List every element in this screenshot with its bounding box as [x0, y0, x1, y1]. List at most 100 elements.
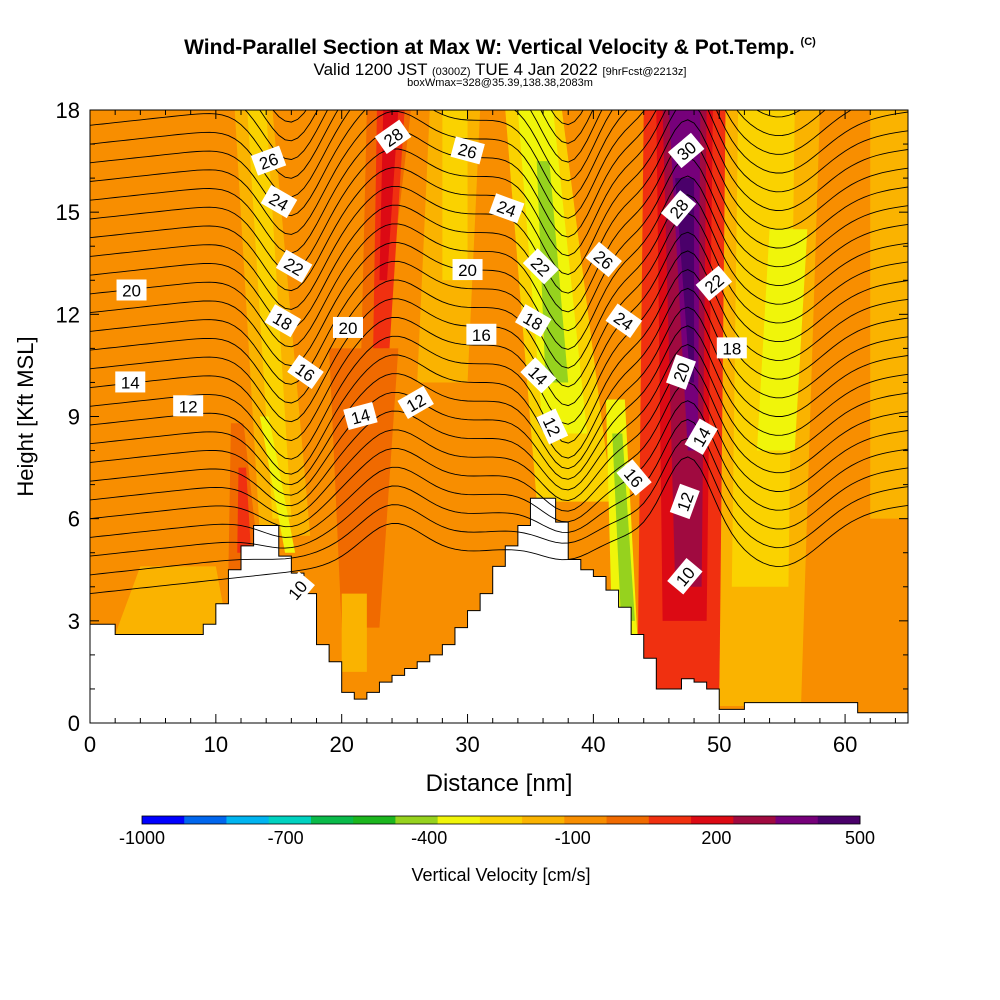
theta-label-bg	[116, 279, 147, 301]
theta-label-text: 14	[349, 405, 372, 428]
colorbar-tick-label: -1000	[119, 828, 165, 848]
y-tick-label: 9	[68, 405, 80, 430]
colorbar-swatch	[142, 816, 185, 824]
theta-label: 24	[489, 193, 525, 224]
colorbar-swatch	[395, 816, 439, 824]
theta-label-bg	[452, 259, 483, 281]
velocity-band	[259, 416, 296, 553]
theta-label: 20	[116, 279, 147, 301]
colorbar-swatch	[353, 816, 396, 824]
theta-contour-line	[90, 0, 908, 103]
theta-label-bg	[667, 557, 703, 595]
theta-label: 12	[536, 408, 569, 445]
theta-label-bg	[450, 136, 485, 165]
theta-label-bg	[684, 418, 718, 455]
theta-label-bg	[585, 241, 623, 278]
theta-contour-line	[90, 175, 908, 367]
theta-label-bg	[275, 249, 313, 283]
y-tick-label: 12	[56, 302, 80, 327]
theta-contour-line	[90, 194, 908, 385]
theta-label-bg	[669, 483, 700, 520]
utc-time: (0300Z)	[431, 66, 471, 78]
colorbar-frame	[141, 815, 861, 825]
axis-ticks	[89, 109, 908, 724]
colorbar-tick-label: 500	[845, 828, 875, 848]
velocity-band	[379, 110, 399, 281]
box-info: boxWmax=328@35.39,138.38,2083m	[407, 77, 593, 89]
theta-contour-line	[90, 400, 908, 538]
chart-subtitle: Valid 1200 JST (0300Z) TUE 4 Jan 2022 [9…	[0, 60, 1000, 80]
velocity-band	[675, 178, 695, 383]
theta-label-bg	[264, 304, 302, 338]
theta-label-bg	[374, 119, 412, 155]
theta-label: 20	[332, 316, 363, 338]
theta-label: 20	[452, 259, 483, 281]
theta-label-text: 20	[339, 319, 358, 338]
theta-label-bg	[660, 190, 697, 227]
theta-label-bg	[332, 316, 363, 338]
theta-label: 14	[343, 401, 378, 431]
x-tick-label: 40	[581, 732, 605, 757]
colorbar-swatch	[564, 816, 608, 824]
theta-label-text: 14	[121, 373, 140, 392]
theta-contour-line	[90, 138, 908, 329]
theta-label-bg	[616, 459, 652, 496]
theta-label-bg	[343, 401, 378, 431]
chart-title: Wind-Parallel Section at Max W: Vertical…	[0, 36, 1000, 60]
theta-contour-line	[90, 419, 908, 557]
colorbar-tick-label: 200	[701, 828, 731, 848]
theta-contour-line	[90, 287, 908, 475]
velocity-band	[612, 433, 635, 621]
theta-label: 12	[669, 483, 700, 520]
colorbar-swatch	[522, 816, 565, 824]
theta-contour-line	[90, 325, 908, 496]
colorbar-swatch	[479, 816, 523, 824]
theta-label-bg	[173, 395, 204, 417]
theta-label-bg	[489, 193, 525, 224]
theta-label-text: 26	[456, 140, 479, 163]
title-main: Wind-Parallel Section at Max W: Vertical…	[184, 36, 795, 59]
theta-label-bg	[716, 337, 747, 359]
theta-contour-line	[90, 306, 908, 486]
x-tick-label: 0	[84, 732, 96, 757]
theta-contour-line	[90, 344, 908, 507]
y-tick-label: 15	[56, 200, 80, 225]
theta-label-bg	[514, 304, 552, 338]
theta-contour-line	[90, 456, 908, 595]
x-tick-label: 50	[707, 732, 731, 757]
theta-label-bg	[287, 354, 324, 390]
theta-label-bg	[520, 357, 557, 394]
velocity-band	[237, 467, 252, 553]
colorbar-swatch	[437, 816, 481, 824]
theta-label-bg	[250, 145, 287, 176]
valid-time: Valid 1200 JST	[313, 60, 428, 79]
x-tick-label: 60	[833, 732, 857, 757]
colorbar-label: Vertical Velocity [cm/s]	[411, 865, 590, 885]
velocity-band	[442, 110, 468, 281]
theta-label-text: 18	[722, 339, 741, 358]
theta-contour-line	[90, 110, 603, 179]
velocity-band	[115, 566, 229, 635]
theta-label-text: 16	[472, 326, 491, 345]
y-tick-label: 3	[68, 609, 80, 634]
y-tick-label: 0	[68, 711, 80, 736]
terrain-mask	[90, 497, 908, 723]
theta-label: 26	[250, 145, 287, 176]
theta-label-bg	[466, 323, 497, 345]
x-tick-label: 20	[329, 732, 353, 757]
theta-label-text: 12	[179, 397, 198, 416]
theta-label-bg	[279, 571, 315, 609]
theta-label-bg	[695, 265, 733, 301]
colorbar-swatch	[184, 816, 227, 824]
theta-label-bg	[260, 184, 298, 219]
y-axis-label: Height [Kft MSL]	[13, 336, 38, 496]
theta-contour-line	[272, 110, 307, 123]
theta-label-bg	[605, 303, 643, 338]
theta-label-bg	[115, 371, 146, 393]
theta-label: 12	[173, 395, 204, 417]
colorbar-swatch	[648, 816, 692, 824]
x-tick-label: 10	[204, 732, 228, 757]
theta-label: 14	[115, 371, 146, 393]
